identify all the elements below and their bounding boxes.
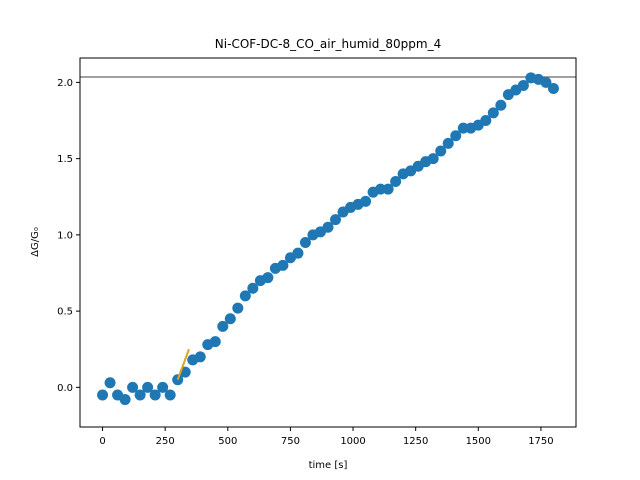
data-point (119, 394, 131, 406)
x-tick-label: 1000 (340, 436, 365, 447)
data-point (224, 313, 236, 325)
data-point (164, 389, 176, 401)
y-tick-label: 0.5 (57, 307, 73, 318)
x-axis-label: time [s] (309, 460, 348, 471)
data-point (480, 115, 492, 127)
x-tick-label: 1500 (466, 436, 491, 447)
data-point (360, 195, 372, 207)
data-point (149, 389, 161, 401)
data-point (134, 389, 146, 401)
x-tick-label: 0 (99, 436, 105, 447)
x-tick-label: 1750 (528, 436, 553, 447)
data-point (540, 76, 552, 88)
plot-frame (79, 57, 577, 428)
y-axis-label: ΔG/G₀ (30, 227, 41, 257)
plot-area (80, 72, 576, 406)
data-point (442, 137, 454, 149)
data-point (330, 214, 342, 226)
data-point (157, 381, 169, 393)
data-point (277, 259, 289, 271)
y-tick-label: 1.5 (57, 154, 73, 165)
x-tick-label: 750 (281, 436, 300, 447)
data-point (209, 336, 221, 348)
data-point (104, 377, 116, 389)
data-point (194, 351, 206, 363)
data-point (97, 389, 109, 401)
x-tick-label: 250 (156, 436, 175, 447)
data-point (390, 176, 402, 188)
data-point (435, 145, 447, 157)
data-point (382, 183, 394, 195)
data-point (262, 272, 274, 284)
data-point (495, 99, 507, 111)
data-point (239, 290, 251, 302)
data-point (299, 237, 311, 248)
y-axis: 0.0 0.5 1.0 1.5 2.0 (57, 78, 80, 394)
data-point (142, 381, 154, 393)
data-point (217, 320, 229, 332)
x-tick-label: 1250 (403, 436, 428, 447)
x-tick-label: 500 (218, 436, 237, 447)
data-point (517, 79, 529, 91)
y-tick-label: 1.0 (57, 230, 73, 241)
data-point (247, 282, 259, 294)
data-point (457, 122, 469, 134)
data-point (322, 221, 334, 233)
data-point (232, 302, 244, 314)
data-point (547, 82, 559, 94)
fit-line (176, 348, 190, 381)
data-point (450, 130, 462, 142)
y-tick-label: 0.0 (57, 383, 73, 394)
data-point (375, 183, 387, 195)
y-tick-label: 2.0 (57, 78, 73, 89)
data-point (292, 247, 304, 259)
data-point (427, 153, 439, 165)
x-axis: 0 250 500 750 1000 1250 1500 1750 (99, 427, 554, 447)
data-point (487, 107, 499, 119)
data-point (127, 381, 139, 393)
chart-title: Ni-COF-DC-8_CO_air_humid_80ppm_4 (215, 37, 441, 51)
